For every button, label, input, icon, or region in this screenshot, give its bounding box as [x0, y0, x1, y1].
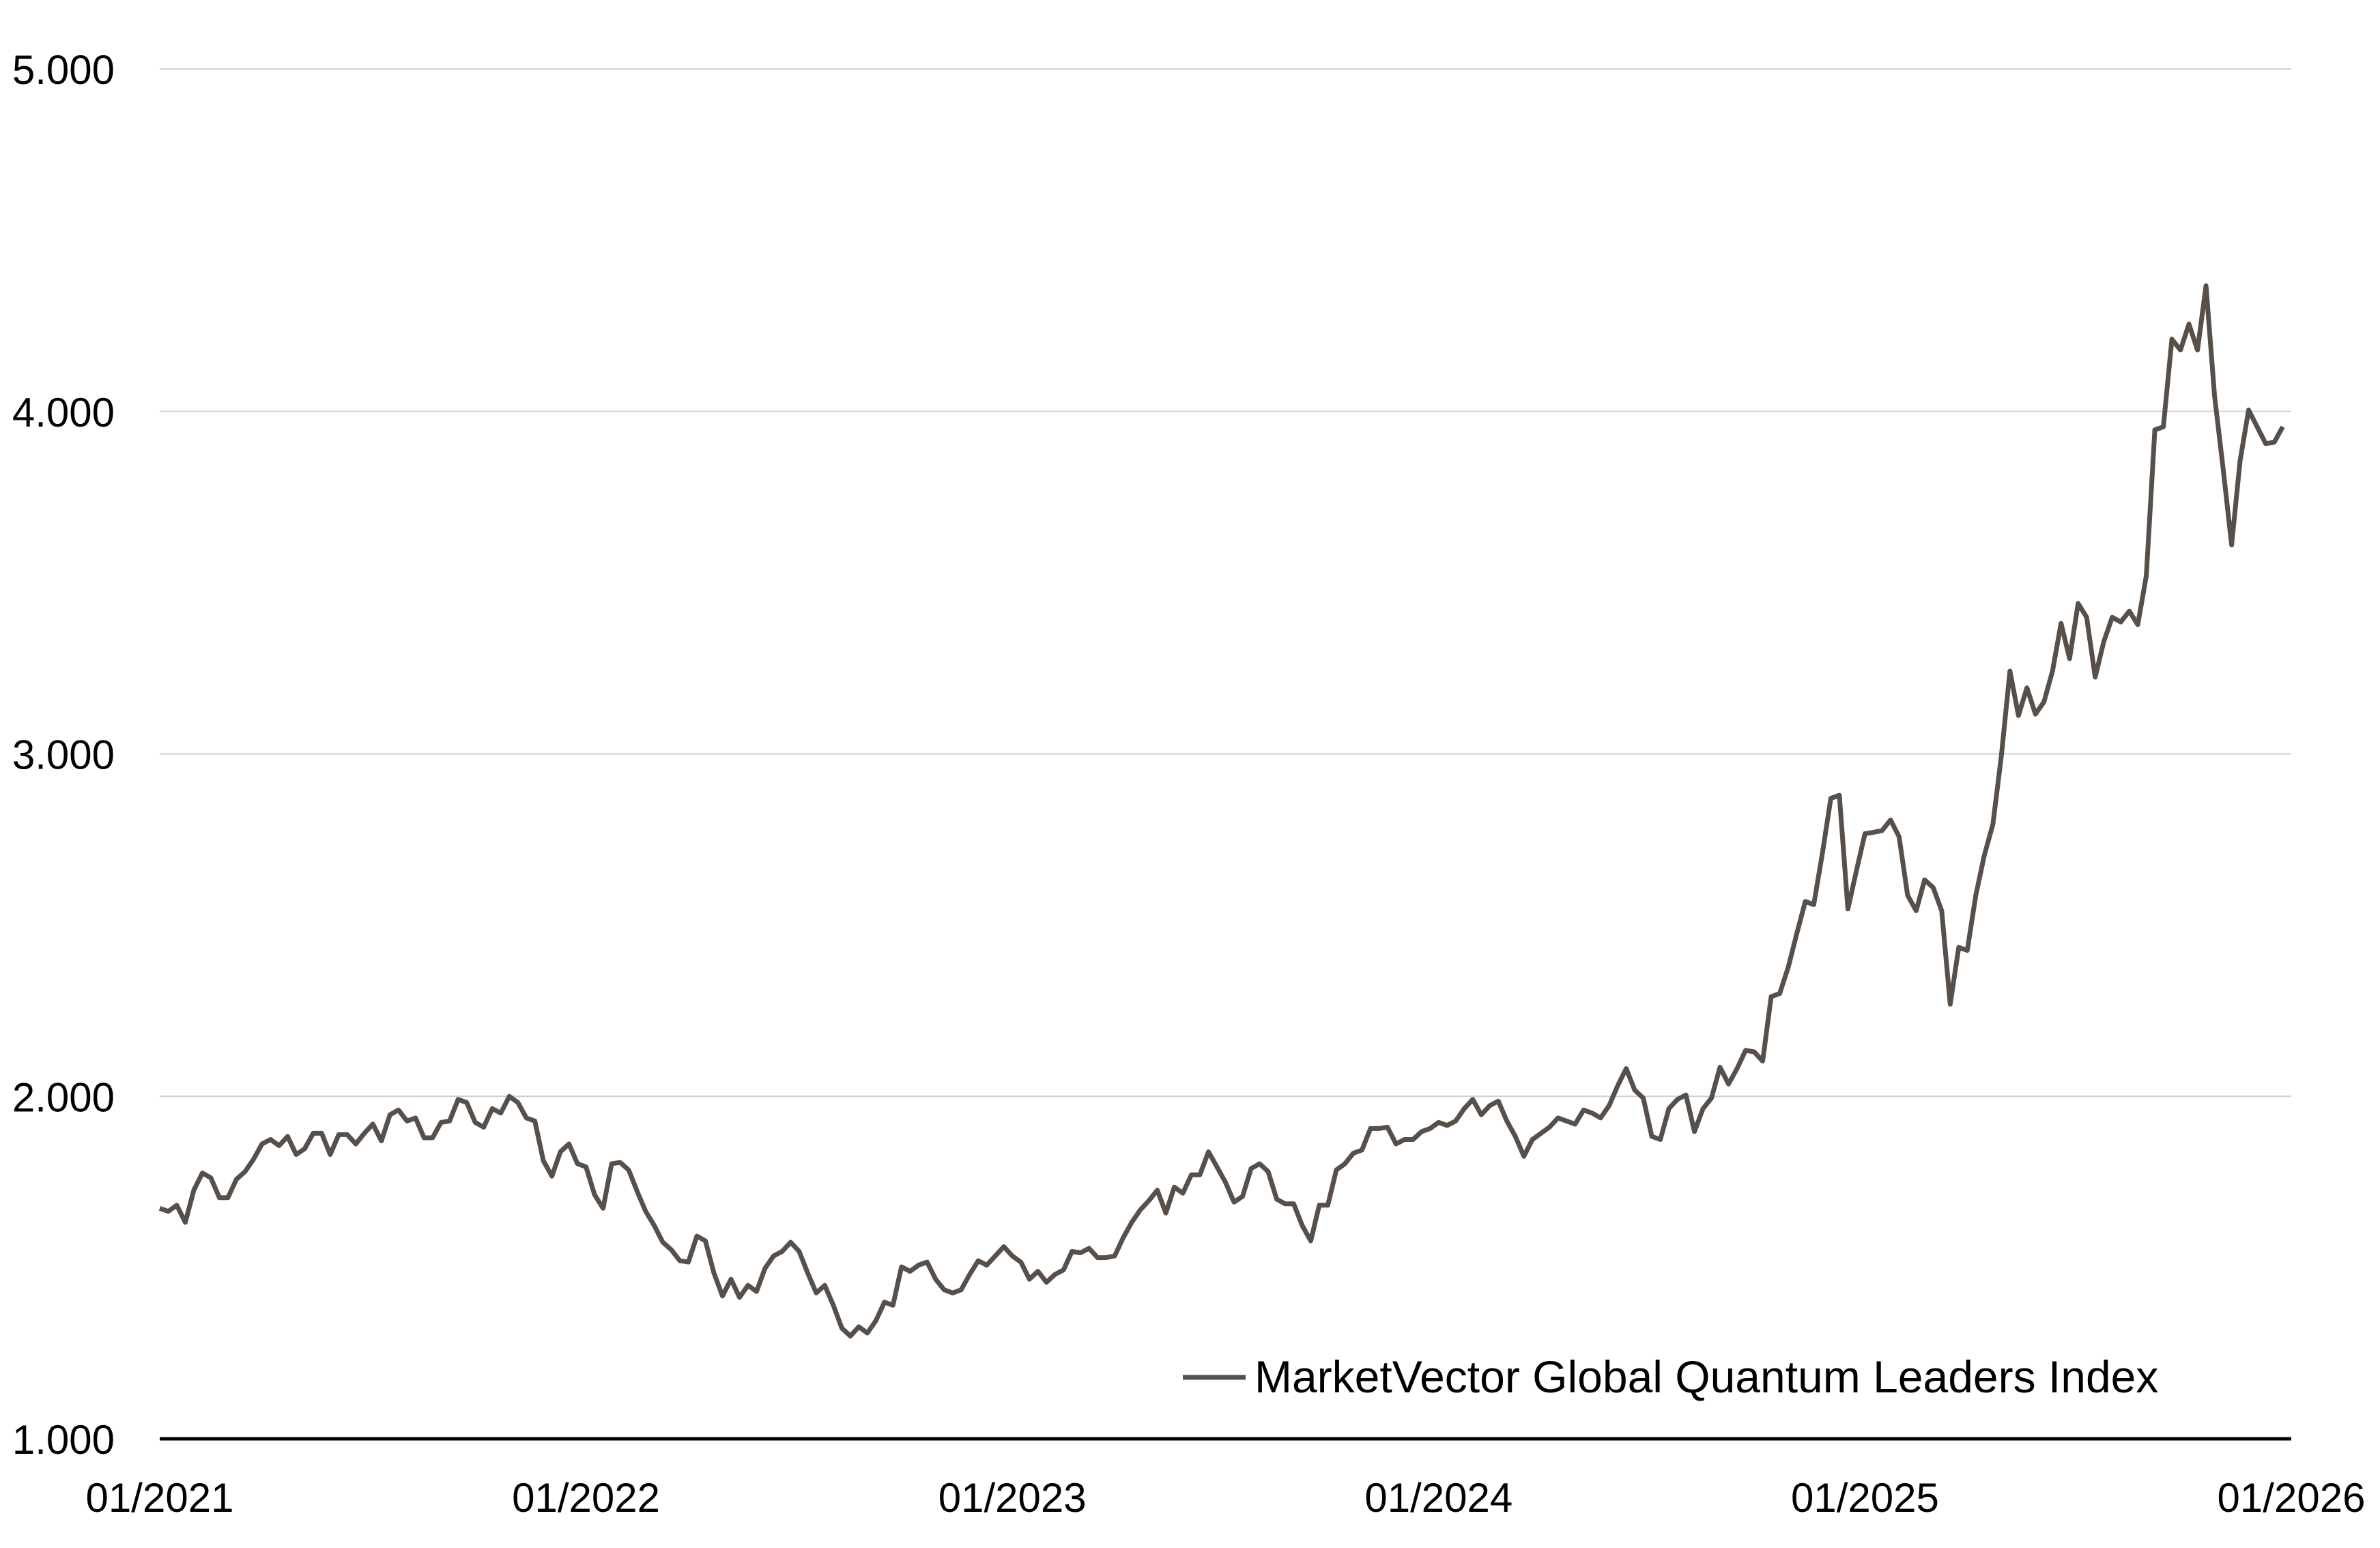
y-tick-label: 4.000 [12, 390, 115, 435]
x-tick-label: 01/2024 [1364, 1475, 1512, 1521]
x-axis-tick-labels: 01/2021 01/2022 01/2023 01/2024 01/2025 01/20… [86, 1475, 2366, 1521]
y-axis-tick-labels: 1.000 2.000 3.000 4.000 5.000 [12, 47, 115, 1463]
legend: MarketVector Global Quantum Leaders Inde… [1183, 1351, 2158, 1402]
x-tick-label: 01/2023 [938, 1475, 1087, 1521]
x-tick-label: 01/2026 [2218, 1475, 2366, 1521]
gridlines [160, 68, 2291, 1098]
y-tick-label: 3.000 [12, 732, 115, 778]
x-tick-label: 01/2021 [86, 1475, 234, 1521]
y-tick-label: 2.000 [12, 1074, 115, 1120]
legend-label: MarketVector Global Quantum Leaders Inde… [1254, 1351, 2158, 1402]
series-line-marketvector-global-quantum-leaders-index [158, 283, 2285, 1338]
y-tick-label: 5.000 [12, 47, 115, 93]
x-tick-label: 01/2025 [1791, 1475, 1939, 1521]
x-tick-label: 01/2022 [512, 1475, 660, 1521]
y-tick-label: 1.000 [12, 1417, 115, 1463]
